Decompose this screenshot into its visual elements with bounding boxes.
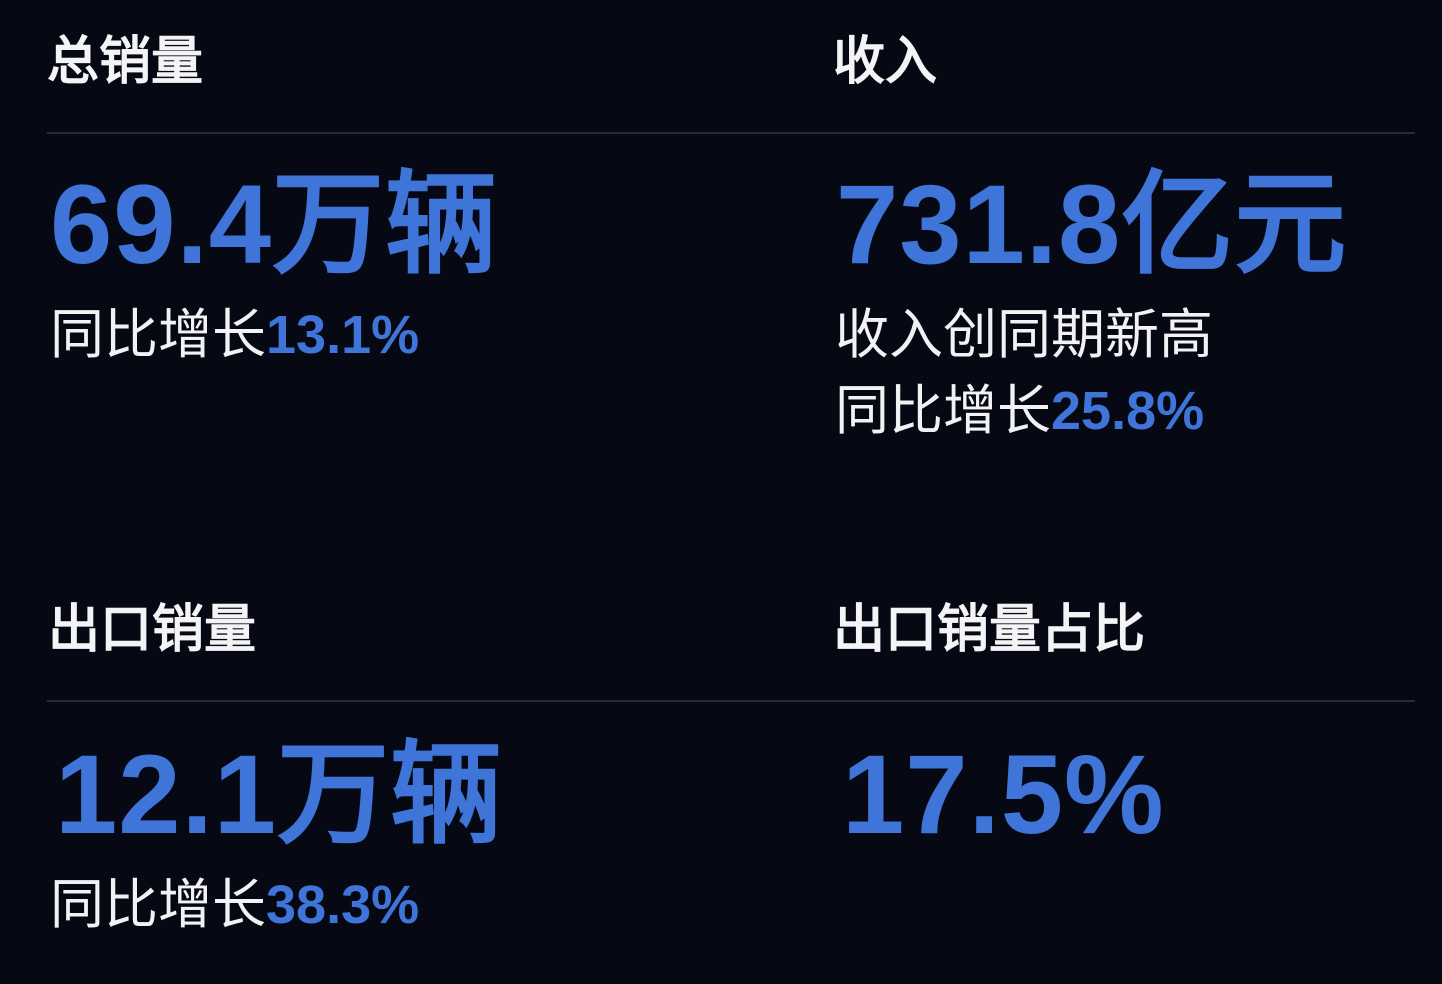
growth-value: 13.1% — [266, 305, 420, 365]
growth-text: 同比增长25.8% — [835, 376, 1204, 446]
card-title: 出口销量 — [48, 601, 257, 659]
growth-value: 38.3% — [266, 875, 420, 935]
card-title: 总销量 — [47, 33, 204, 91]
growth-label: 同比增长 — [50, 875, 266, 935]
growth-text: 同比增长38.3% — [50, 870, 419, 940]
card-value: 17.5% — [842, 732, 1165, 857]
growth-value: 25.8% — [1051, 381, 1205, 441]
divider-top — [47, 132, 1415, 134]
card-value: 69.4万辆 — [50, 162, 498, 287]
note-text: 收入创同期新高 — [835, 305, 1213, 365]
divider-bottom — [47, 700, 1415, 702]
card-value: 12.1万辆 — [55, 732, 503, 857]
growth-label: 同比增长 — [835, 381, 1051, 441]
card-title: 出口销量占比 — [833, 601, 1146, 659]
growth-label: 同比增长 — [50, 305, 266, 365]
growth-text: 同比增长13.1% — [50, 300, 419, 370]
card-title: 收入 — [833, 33, 938, 91]
card-value: 731.8亿元 — [836, 162, 1348, 287]
